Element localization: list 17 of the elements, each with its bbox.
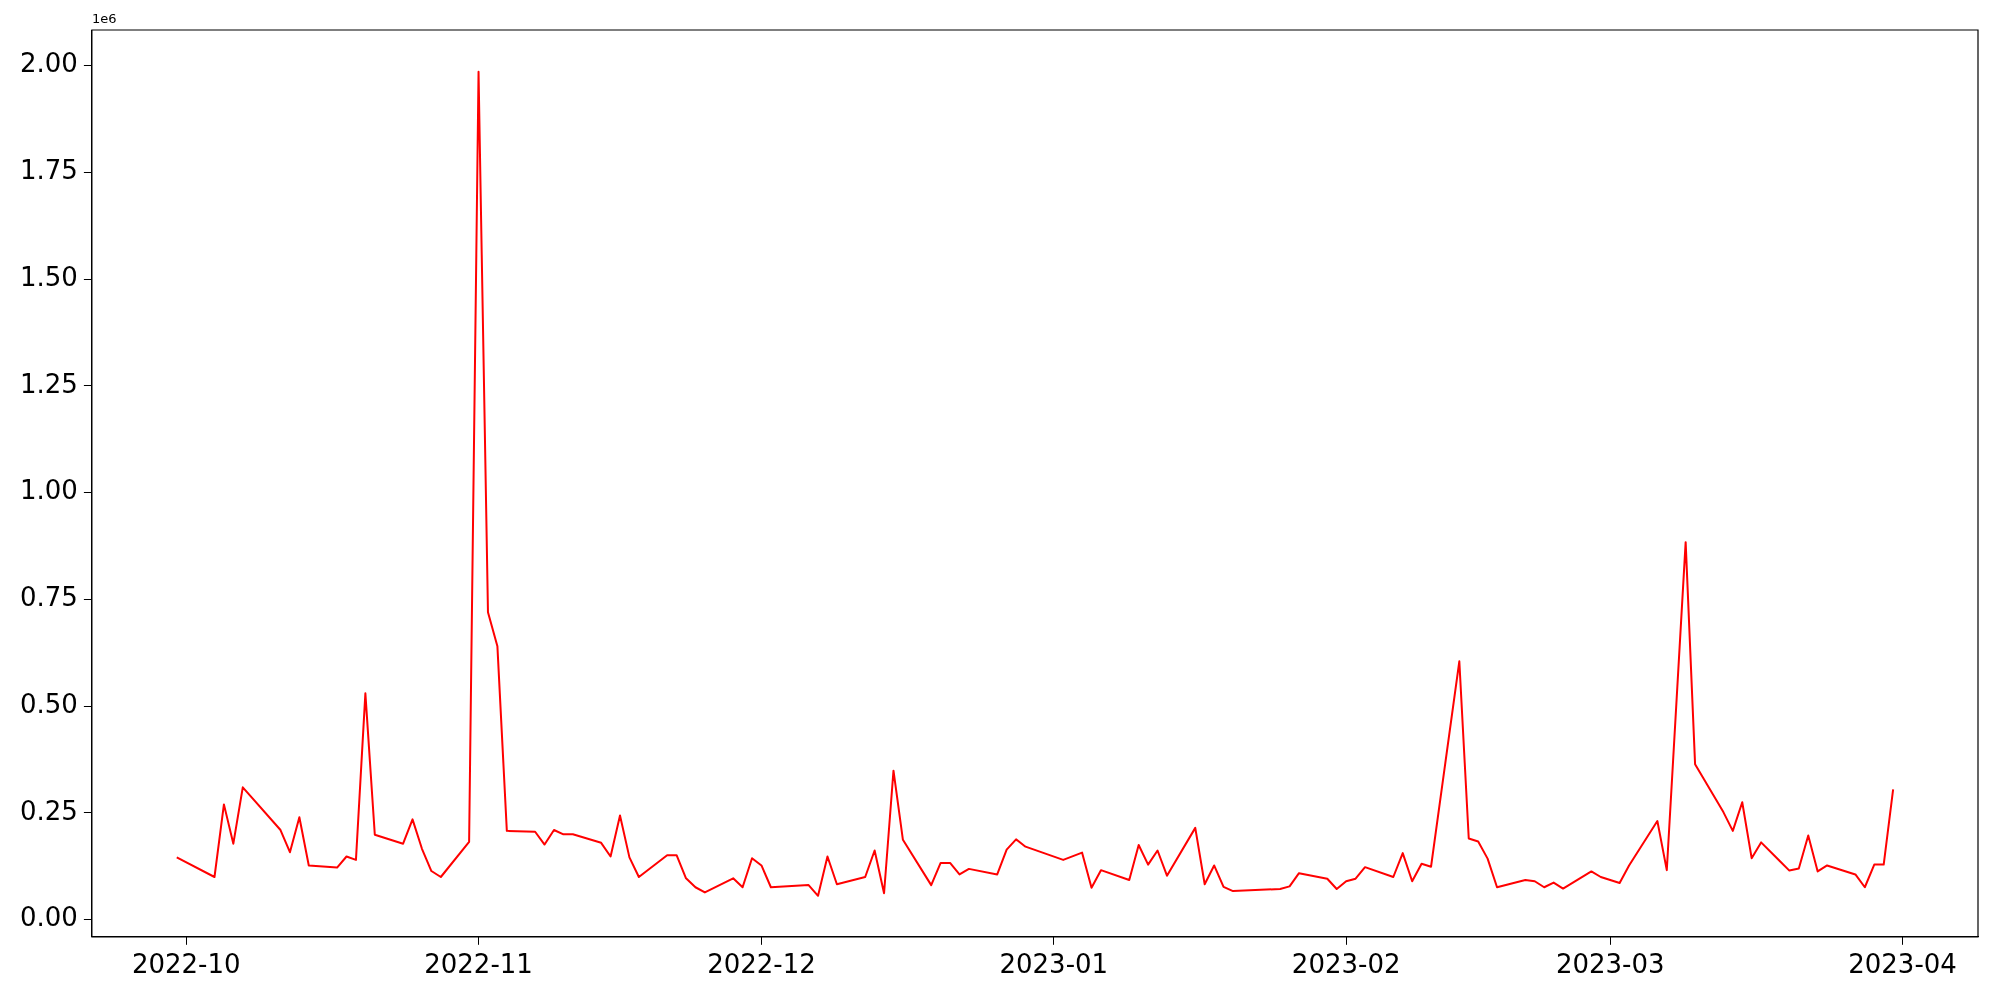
x-tick-label: 2023-04 xyxy=(1848,949,1957,980)
y-tick-label: 1.00 xyxy=(20,475,78,506)
y-tick-label: 1.75 xyxy=(20,154,78,185)
y-tick-label: 0.25 xyxy=(20,795,78,826)
x-tick-label: 2022-12 xyxy=(707,949,816,980)
x-tick-label: 2023-01 xyxy=(999,949,1109,980)
y-tick-label: 0.00 xyxy=(20,902,78,933)
y-tick-label: 1.25 xyxy=(20,368,78,399)
y-tick-label: 1.50 xyxy=(20,261,78,292)
x-tick-label: 2022-11 xyxy=(424,949,533,980)
x-tick-label: 2022-10 xyxy=(131,949,241,980)
x-tick-label: 2023-03 xyxy=(1555,949,1665,980)
y-tick-label: 0.75 xyxy=(20,582,78,613)
x-tick-label: 2023-02 xyxy=(1291,949,1401,980)
text: 1e6 xyxy=(91,10,117,26)
y-tick-label: 0.50 xyxy=(20,688,78,719)
y-tick-label: 2.00 xyxy=(20,48,78,79)
